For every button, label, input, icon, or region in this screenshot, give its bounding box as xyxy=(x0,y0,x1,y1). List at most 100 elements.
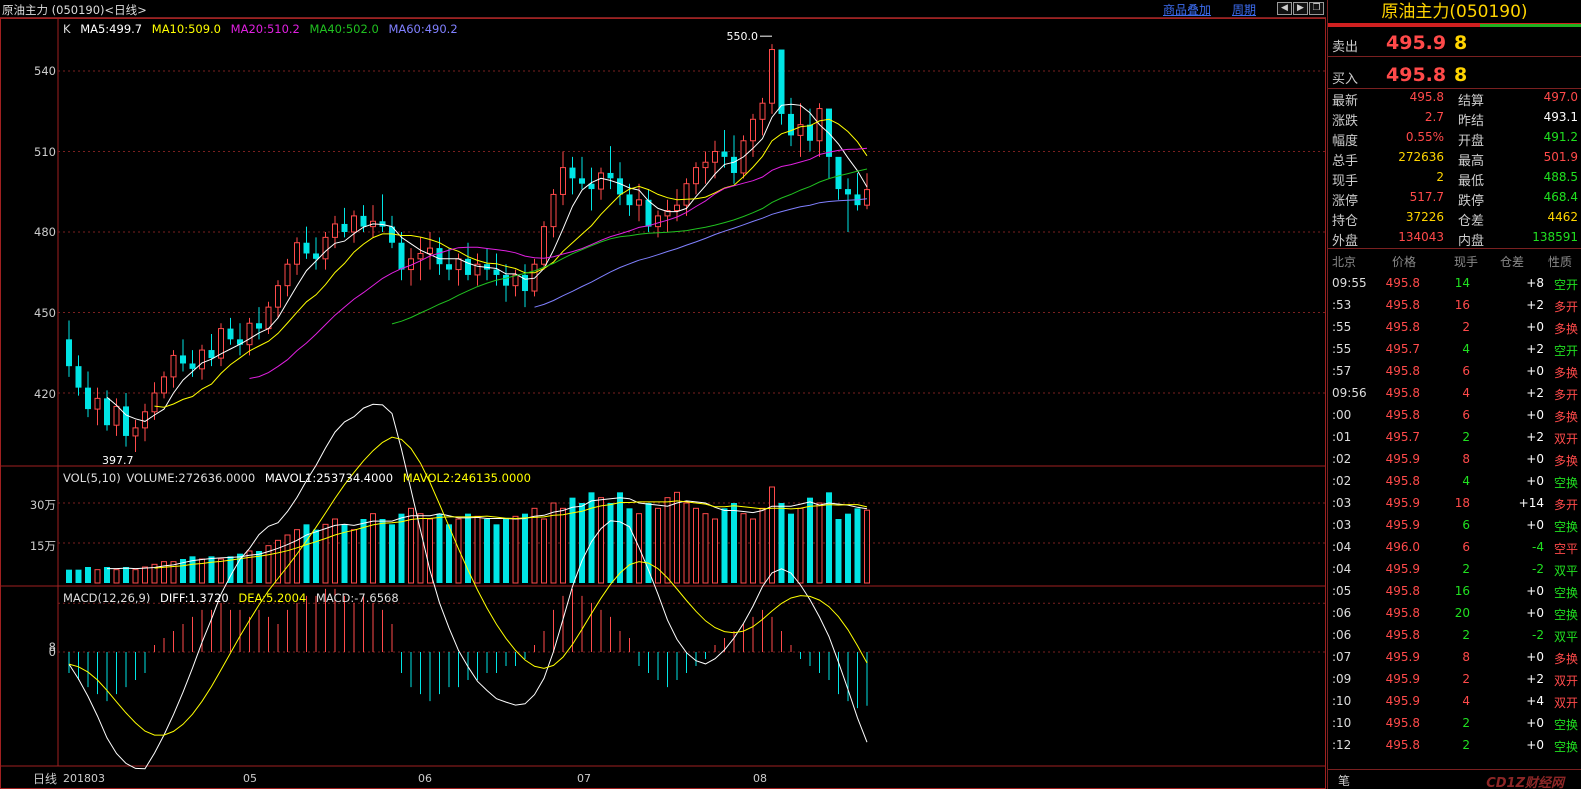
sell-row: 卖出 495.9 8 xyxy=(1328,29,1581,57)
overlay-link[interactable]: 商品叠加 xyxy=(1163,3,1212,17)
price-tick-480: 480 xyxy=(34,225,56,239)
tick-head-time: 北京 xyxy=(1332,255,1357,269)
volume-bar xyxy=(807,497,813,583)
tick-row[interactable]: :05 495.8 16 +0 空换 xyxy=(1328,581,1581,603)
quote-value: 138591 xyxy=(1532,230,1578,244)
tick-row[interactable]: :53 495.8 16 +2 多开 xyxy=(1328,295,1581,317)
mavol2-value: MAVOL2:246135.0000 xyxy=(402,471,531,485)
restore-icon[interactable]: ❐ xyxy=(1309,2,1324,15)
candle-body xyxy=(759,102,766,120)
tick-volume: 6 xyxy=(1462,540,1470,554)
tick-row[interactable]: 09:55 495.8 14 +8 空开 xyxy=(1328,273,1581,295)
tick-volume: 4 xyxy=(1462,694,1470,708)
kline-chart-svg[interactable]: 550.0 397.7 xyxy=(0,0,1326,789)
volume-bar xyxy=(721,508,728,583)
volume-bar xyxy=(180,559,186,583)
tick-row[interactable]: :02 495.8 4 +0 空换 xyxy=(1328,471,1581,493)
quote-value: 2.7 xyxy=(1424,110,1444,124)
instrument-name: 原油主力(050190) xyxy=(1381,2,1528,22)
cycle-link[interactable]: 周期 xyxy=(1232,3,1257,17)
volume-bar xyxy=(104,567,110,583)
quote-key: 最高 xyxy=(1458,154,1485,169)
tick-price: 495.9 xyxy=(1385,562,1420,576)
chart-area[interactable]: 550.0 397.7 原油主力 (050190)<日线> 商品叠加 周期 ◀ ▶… xyxy=(0,0,1326,789)
tick-row[interactable]: :06 495.8 2 -2 双平 xyxy=(1328,625,1581,647)
tick-volume: 2 xyxy=(1462,562,1470,576)
tick-tab[interactable]: 笔 xyxy=(1338,774,1351,788)
tick-row[interactable]: :55 495.8 2 +0 多换 xyxy=(1328,317,1581,339)
next-icon[interactable]: ▶ xyxy=(1293,2,1308,15)
tick-volume: 4 xyxy=(1462,474,1470,488)
tick-row[interactable]: :55 495.7 4 +2 空开 xyxy=(1328,339,1581,361)
low-marker-label: 397.7 xyxy=(102,454,134,467)
tick-position-change: +2 xyxy=(1526,672,1544,686)
tick-row[interactable]: :03 495.9 6 +0 空换 xyxy=(1328,515,1581,537)
candle-body xyxy=(598,172,604,190)
tick-row[interactable]: :09 495.9 2 +2 双开 xyxy=(1328,669,1581,691)
tick-row[interactable]: :04 496.0 6 -4 空平 xyxy=(1328,537,1581,559)
tick-time: :07 xyxy=(1332,650,1352,664)
kline-legend: K MA5:499.7 MA10:509.0 MA20:510.2 MA40:5… xyxy=(63,22,464,36)
volume-bar xyxy=(465,513,471,583)
buy-price: 495.8 xyxy=(1386,64,1447,86)
tick-price: 495.8 xyxy=(1385,276,1420,290)
tick-row[interactable]: :07 495.9 8 +0 多换 xyxy=(1328,647,1581,669)
tick-time: :55 xyxy=(1332,320,1352,334)
tick-row[interactable]: :06 495.8 20 +0 空换 xyxy=(1328,603,1581,625)
tick-price: 496.0 xyxy=(1385,540,1420,554)
daily-tab[interactable]: 日线 xyxy=(33,772,58,786)
volume-legend: VOL(5,10) VOLUME:272636.0000 MAVOL1:2537… xyxy=(63,471,537,485)
tick-position-change: +0 xyxy=(1526,738,1544,752)
tick-type: 多换 xyxy=(1553,454,1578,468)
ma60-line xyxy=(534,198,868,308)
candle-body xyxy=(427,247,433,254)
tick-row[interactable]: :02 495.9 8 +0 多换 xyxy=(1328,449,1581,471)
quote-key: 开盘 xyxy=(1458,134,1485,149)
tick-row[interactable]: :12 495.8 2 +0 空换 xyxy=(1328,735,1581,757)
volume-bar xyxy=(531,507,538,584)
tick-row[interactable]: :57 495.8 6 +0 多换 xyxy=(1328,361,1581,383)
volume-bar xyxy=(664,497,671,584)
volume-bar xyxy=(170,561,177,584)
tick-row[interactable]: :03 495.9 18 +14 多开 xyxy=(1328,493,1581,515)
volume-bar xyxy=(303,524,310,583)
candle-body xyxy=(693,167,699,185)
tick-time: :03 xyxy=(1332,518,1352,532)
quote-value: 493.1 xyxy=(1543,110,1578,124)
quote-key: 涨跌 xyxy=(1332,114,1359,129)
tick-volume: 18 xyxy=(1454,496,1470,510)
tick-price: 495.8 xyxy=(1385,628,1420,642)
tick-row[interactable]: :10 495.8 2 +0 空换 xyxy=(1328,713,1581,735)
quote-value: 4462 xyxy=(1547,210,1578,224)
tick-row[interactable]: :10 495.9 4 +4 双开 xyxy=(1328,691,1581,713)
tick-head-kind: 性质 xyxy=(1548,255,1573,269)
candle-body xyxy=(379,221,386,227)
tick-row[interactable]: :04 495.9 2 -2 双平 xyxy=(1328,559,1581,581)
volume-bar xyxy=(94,569,101,584)
volume-bar xyxy=(360,519,367,583)
tick-row[interactable]: 09:56 495.8 4 +2 多开 xyxy=(1328,383,1581,405)
tick-volume: 6 xyxy=(1462,364,1470,378)
candle-body xyxy=(645,199,652,227)
volume-bar xyxy=(579,503,585,583)
price-tick-510: 510 xyxy=(34,145,56,159)
volume-bar xyxy=(674,491,680,584)
chart-title-bar: 原油主力 (050190)<日线> 商品叠加 周期 ◀ ▶ ❐ xyxy=(0,0,1326,18)
diff-value: DIFF:1.3720 xyxy=(160,591,229,605)
volume-bar xyxy=(313,529,319,583)
tick-row[interactable]: :01 495.7 2 +2 双开 xyxy=(1328,427,1581,449)
tick-volume: 20 xyxy=(1454,606,1470,620)
volume-bar xyxy=(797,507,804,584)
change-bar xyxy=(1328,24,1581,27)
tick-position-change: +0 xyxy=(1526,474,1544,488)
sell-label: 卖出 xyxy=(1332,40,1359,55)
tick-row[interactable]: :00 495.8 6 +0 多换 xyxy=(1328,405,1581,427)
volume-bar xyxy=(503,519,509,583)
tick-volume: 8 xyxy=(1462,650,1470,664)
candle-body xyxy=(322,236,329,260)
tick-volume: 8 xyxy=(1462,452,1470,466)
tick-header: 北京 价格 现手 仓差 性质 xyxy=(1328,253,1581,273)
volume-bar xyxy=(835,519,842,583)
prev-icon[interactable]: ◀ xyxy=(1277,2,1292,15)
tick-position-change: +2 xyxy=(1526,386,1544,400)
